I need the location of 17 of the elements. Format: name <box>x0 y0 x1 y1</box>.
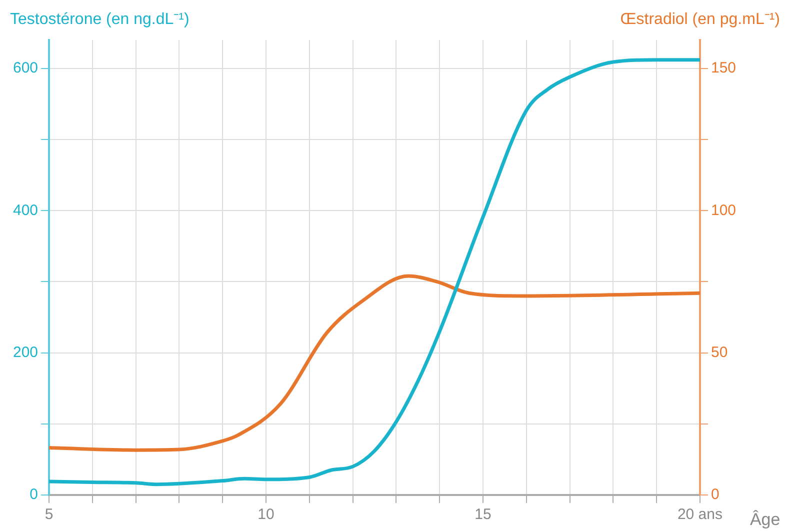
x-axis-title: Âge <box>750 510 780 529</box>
y-tick-label: 400 <box>12 202 38 219</box>
y2-tick-label: 0 <box>710 486 720 504</box>
x-tick-label: 10 <box>258 506 274 524</box>
y-tick-label: 200 <box>12 344 38 361</box>
line-series <box>49 274 700 452</box>
y2-axis-title: Œstradiol (en pg.mL⁻¹) <box>620 11 780 28</box>
x-tick-label: 20 ans <box>677 506 722 524</box>
y-tick-label: 0 <box>30 486 38 504</box>
y-tick-label: 600 <box>12 60 38 77</box>
y2-tick-label: 150 <box>710 60 736 77</box>
x-tick-label: 15 <box>474 506 492 524</box>
line-series <box>49 58 700 486</box>
y-axis-title: Testostérone (en ng.dL⁻¹) <box>10 11 190 28</box>
y2-tick-label: 100 <box>710 202 736 219</box>
y2-tick-label: 50 <box>710 344 728 361</box>
x-tick-label: 5 <box>44 506 54 524</box>
